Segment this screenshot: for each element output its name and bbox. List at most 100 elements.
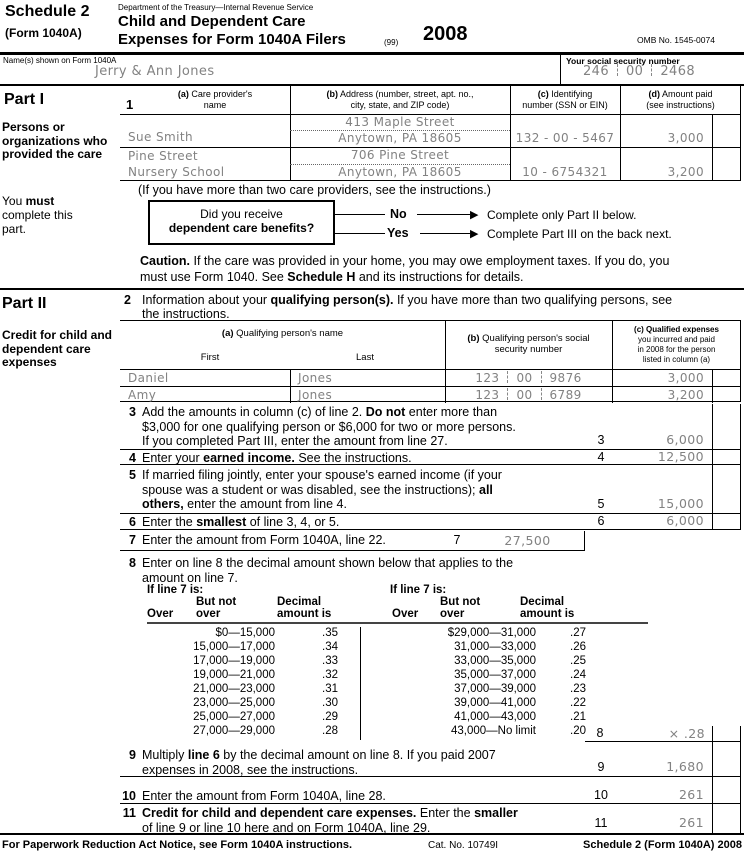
line-5-amount-field[interactable]: 15,000	[657, 496, 704, 511]
person-last-name-field[interactable]: Jones	[298, 371, 333, 385]
divider	[120, 147, 741, 148]
divider	[445, 321, 446, 403]
line-9-amount-field[interactable]: 1,680	[666, 759, 704, 774]
decimal-table-left: $0—15,000.35 15,000—17,000.34 17,000—19,…	[147, 627, 397, 739]
line-8-row: 8 Enter on line 8 the decimal amount sho…	[120, 556, 741, 586]
provider-name-field[interactable]: Nursery School	[128, 165, 225, 179]
decimal-row: 19,000—21,000.32	[193, 669, 338, 681]
divider	[290, 130, 510, 131]
divider	[712, 114, 713, 181]
divider	[620, 86, 621, 181]
connector-line	[417, 214, 470, 215]
decimal-row: 35,000—37,000.24	[454, 669, 586, 681]
col-b-header: (b) Qualifying person's social security …	[467, 333, 590, 355]
divider	[0, 52, 744, 55]
provider-city-field[interactable]: Anytown, PA 18605	[338, 131, 462, 145]
form-id-footer: Schedule 2 (Form 1040A) 2008	[583, 839, 742, 851]
person-ssn-field[interactable]: 123 00 6789	[475, 388, 582, 402]
divider	[612, 321, 613, 403]
person-ssn-field[interactable]: 123 00 9876	[475, 371, 582, 385]
form-title-line1: Child and Dependent Care	[118, 13, 306, 30]
line-ref-number: 6	[597, 514, 605, 528]
line-9-row: 9 Multiply line 6 by the decimal amount …	[120, 748, 741, 777]
line-2-number: 2	[124, 293, 131, 307]
col-a-header: (a) Qualifying person's name	[221, 328, 344, 339]
provider-street-field[interactable]: 413 Maple Street	[345, 115, 455, 129]
divider	[290, 86, 291, 181]
decimal-table-right: $29,000—31,000.27 31,000—33,000.26 33,00…	[390, 627, 648, 739]
ssn-field[interactable]: 246 00 2468	[583, 64, 696, 79]
col-b-header: (b) Address (number, street, apt. no., c…	[326, 89, 474, 110]
provider-street-field[interactable]: 706 Pine Street	[350, 148, 450, 162]
line-number: 4	[129, 451, 136, 465]
decimal-table-heading: If line 7 is:	[390, 584, 447, 596]
provider-id-field[interactable]: 132 - 00 - 5467	[515, 131, 615, 145]
person-first-name-field[interactable]: Amy	[128, 388, 157, 402]
line-number: 8	[129, 556, 136, 570]
provider-name-field[interactable]: Sue Smith	[128, 130, 193, 144]
care-provider-table: 1 (a) Care provider's name (b) Address (…	[120, 86, 741, 181]
line-ref-number: 11	[594, 816, 608, 830]
arrow-right-icon: ▶	[470, 209, 479, 221]
ssn-separator	[540, 371, 542, 383]
decimal-row: 37,000—39,000.23	[454, 683, 586, 695]
name-field[interactable]: Jerry & Ann Jones	[95, 64, 215, 79]
person-amount-field[interactable]: 3,000	[667, 371, 704, 385]
connector-line	[420, 233, 470, 234]
divider	[712, 726, 713, 833]
line-3-amount-field[interactable]: 6,000	[666, 432, 704, 447]
form-title-line2: Expenses for Form 1040A Filers	[118, 31, 346, 48]
line-ref-number: 9	[597, 760, 605, 774]
divider	[740, 404, 741, 530]
line-text: Enter on line 8 the decimal amount shown…	[142, 556, 514, 585]
provider-city-field[interactable]: Anytown, PA 18605	[338, 165, 462, 179]
divider	[290, 369, 291, 403]
dependent-care-question-box: Did you receive dependent care benefits?	[148, 200, 335, 245]
provider-amount-field[interactable]: 3,200	[667, 165, 704, 179]
ssn-separator	[651, 64, 653, 76]
col-d-header: (d) Amount paid (see instructions)	[646, 89, 715, 110]
divider	[360, 627, 361, 740]
provider-id-field[interactable]: 10 - 6754321	[522, 165, 608, 179]
line-6-row: 6 Enter the smallest of line 3, 4, or 5.…	[120, 513, 741, 530]
divider	[0, 833, 744, 835]
line-text: Enter your earned income. See the instru…	[142, 451, 412, 465]
part1-sidebar-note: You must complete this part.	[2, 194, 73, 236]
line-10-amount-field[interactable]: 261	[678, 787, 704, 802]
part1-sidebar-title: Persons or organizations who provided th…	[2, 120, 108, 161]
decimal-row: 15,000—17,000.34	[193, 641, 338, 653]
col-c-header: (c) Identifying number (SSN or EIN)	[522, 89, 608, 110]
divider	[740, 726, 741, 833]
line-6-amount-field[interactable]: 6,000	[666, 513, 704, 528]
last-name-header: Last	[356, 352, 374, 363]
line-ref-number: 3	[597, 433, 605, 447]
line-7-amount-field[interactable]: 27,500	[504, 533, 551, 548]
line-number: 7	[129, 533, 136, 547]
provider-amount-field[interactable]: 3,000	[667, 131, 704, 145]
form-label: (Form 1040A)	[5, 26, 82, 40]
part2-label: Part II	[2, 295, 47, 312]
question-line2: dependent care benefits?	[168, 221, 315, 235]
connector-line	[335, 233, 385, 234]
divider	[712, 404, 713, 530]
person-amount-field[interactable]: 3,200	[667, 388, 704, 402]
decimal-row: 27,000—29,000.28	[193, 725, 338, 737]
line-number: 3	[129, 405, 136, 419]
line-4-amount-field[interactable]: 12,500	[657, 449, 704, 464]
line-text: Multiply line 6 by the decimal amount on…	[142, 748, 496, 777]
line-8-decimal-field[interactable]: × .28	[668, 726, 705, 741]
line-4-row: 4 Enter your earned income. See the inst…	[120, 449, 741, 465]
line-11-amount-field[interactable]: 261	[678, 815, 704, 830]
first-name-header: First	[200, 352, 220, 363]
divider	[120, 114, 741, 115]
line-ref-number: 7	[453, 533, 461, 547]
decimal-row: 23,000—25,000.30	[193, 697, 338, 709]
line-number: 6	[129, 515, 136, 529]
ssn-separator	[507, 388, 509, 400]
no-branch-label: No	[390, 207, 407, 221]
provider-name-field[interactable]: Pine Street	[128, 149, 198, 163]
agency-line: Department of the Treasury—Internal Reve…	[118, 3, 314, 12]
person-first-name-field[interactable]: Daniel	[128, 371, 169, 385]
person-last-name-field[interactable]: Jones	[298, 388, 333, 402]
line-1-number: 1	[126, 97, 134, 112]
